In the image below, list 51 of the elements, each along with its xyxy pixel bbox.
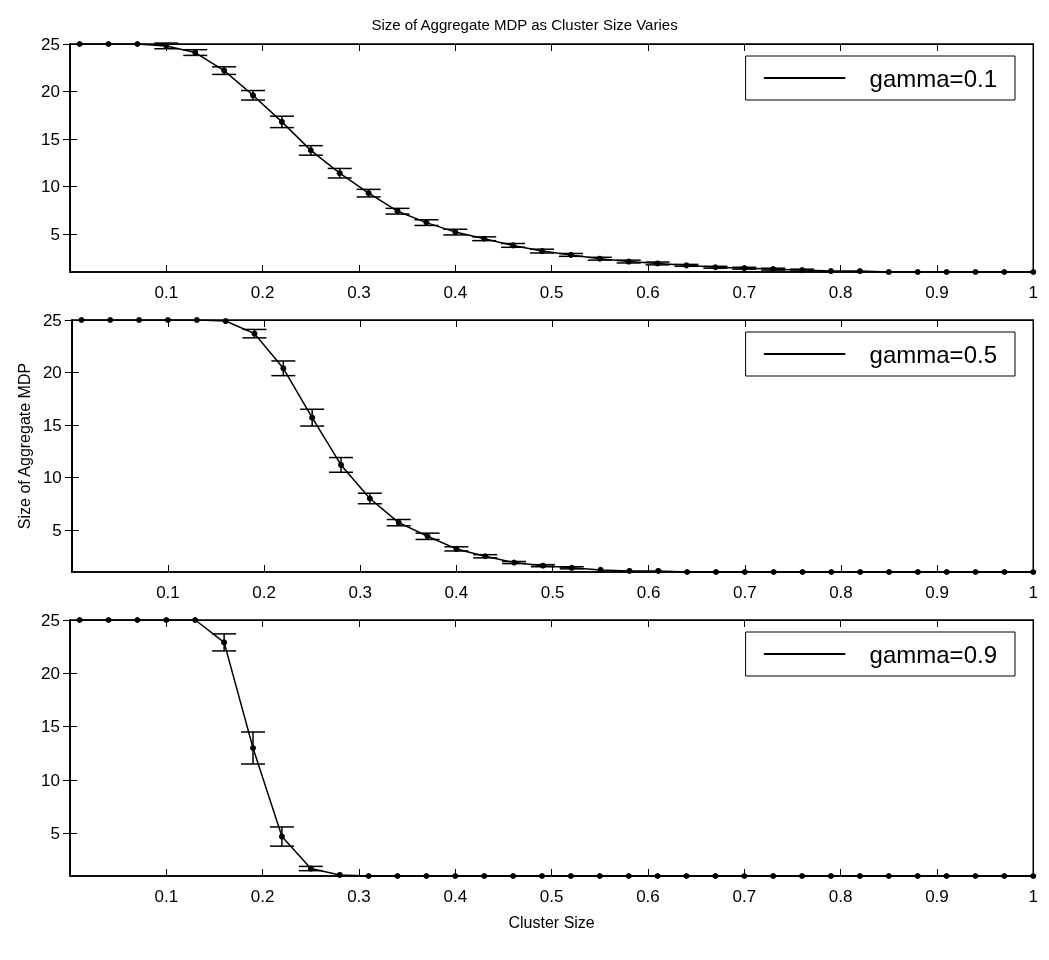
legend-label: gamma=0.5: [869, 340, 997, 368]
y-tick-label: 10: [42, 468, 62, 487]
y-tick-label: 20: [41, 82, 60, 101]
x-tick-label: 0.5: [540, 583, 565, 602]
y-tick-label: 5: [50, 224, 60, 244]
y-axis-title: Size of Aggregate MDP: [15, 362, 33, 530]
x-tick-label: 0.5: [539, 283, 564, 302]
x-axis-title: Cluster Size: [508, 913, 595, 931]
y-tick-label: 15: [41, 129, 60, 149]
y-tick-label: 5: [52, 520, 62, 540]
x-tick-label: 0.9: [925, 887, 949, 906]
y-tick-label: 25: [42, 310, 62, 330]
x-tick-label: 0.5: [539, 887, 564, 906]
x-tick-label: 0.9: [925, 283, 949, 302]
x-tick-label: 0.6: [636, 887, 660, 906]
x-tick-label: 0.7: [732, 283, 757, 302]
x-tick-label: 0.9: [925, 583, 949, 602]
x-tick-label: 1: [1028, 887, 1039, 906]
x-tick-label: 0.8: [828, 283, 853, 302]
x-tick-label: 0.4: [443, 283, 468, 302]
x-tick-label: 0.1: [156, 583, 180, 602]
y-tick-label: 10: [41, 177, 60, 196]
x-tick-label: 0.4: [444, 583, 469, 602]
y-tick-label: 20: [42, 363, 62, 382]
x-tick-label: 0.2: [250, 887, 275, 906]
x-tick-label: 0.8: [828, 887, 853, 906]
x-tick-label: 0.2: [250, 283, 275, 302]
x-tick-label: 0.2: [252, 583, 276, 602]
y-tick-label: 25: [41, 34, 60, 54]
y-tick-label: 10: [41, 770, 60, 790]
y-tick-label: 20: [41, 663, 60, 683]
x-tick-label: 0.3: [347, 283, 371, 302]
x-tick-label: 0.7: [732, 887, 757, 906]
x-tick-label: 0.8: [829, 583, 853, 602]
x-tick-label: 0.3: [347, 887, 371, 906]
legend-label: gamma=0.1: [869, 64, 997, 92]
y-tick-label: 15: [42, 415, 62, 435]
legend-label: gamma=0.9: [869, 640, 997, 668]
x-tick-label: 1: [1028, 283, 1039, 302]
x-tick-label: 0.3: [348, 583, 373, 602]
y-tick-label: 25: [41, 610, 60, 630]
y-tick-label: 5: [50, 823, 60, 843]
x-tick-label: 1: [1028, 583, 1039, 602]
x-tick-label: 0.6: [636, 283, 660, 302]
x-tick-label: 0.6: [636, 583, 661, 602]
x-tick-label: 0.1: [154, 887, 179, 906]
chart-title: Size of Aggregate MDP as Cluster Size Varies: [371, 16, 678, 33]
x-tick-label: 0.4: [443, 887, 468, 906]
x-tick-label: 0.1: [154, 283, 179, 302]
y-tick-label: 15: [41, 717, 60, 737]
x-tick-label: 0.7: [733, 583, 757, 602]
